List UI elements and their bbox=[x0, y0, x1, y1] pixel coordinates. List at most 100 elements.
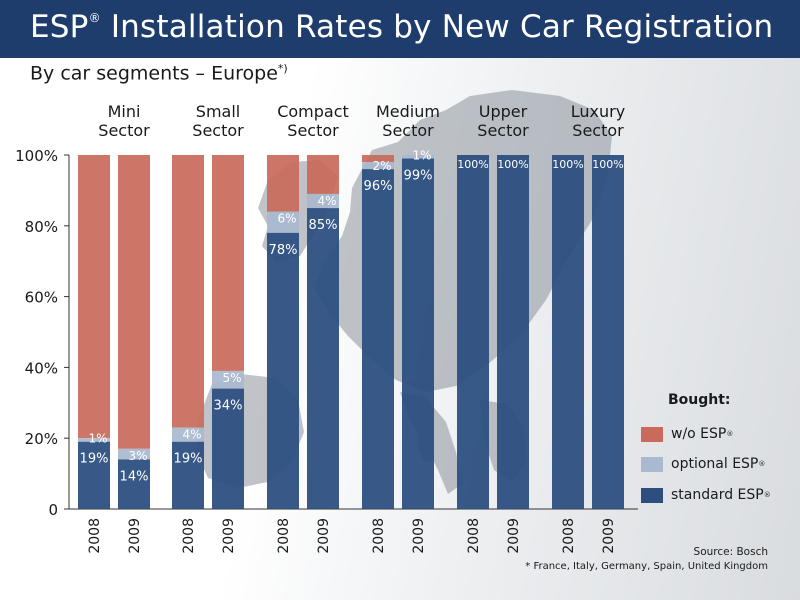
bar-value-optional: 1% bbox=[412, 149, 431, 163]
legend-mark-without: ® bbox=[726, 430, 734, 438]
bar-without-esp bbox=[307, 155, 339, 194]
legend-item-standard-esp: standard ESP ® bbox=[641, 485, 771, 505]
bar-standard-esp bbox=[402, 158, 434, 510]
y-tick-label: 60% bbox=[25, 289, 58, 307]
bar-value-standard: 100% bbox=[497, 158, 528, 171]
title-brand: ESP bbox=[30, 9, 89, 45]
x-year-label: 2009 bbox=[506, 518, 522, 554]
legend-title: Bought: bbox=[668, 392, 731, 408]
bar-without-esp bbox=[78, 155, 110, 439]
bar-standard-esp bbox=[267, 232, 299, 509]
bar-standard-esp bbox=[497, 155, 529, 509]
bar-value-standard: 96% bbox=[364, 179, 393, 194]
bar-without-esp bbox=[172, 155, 204, 428]
legend-item-without-esp: w/o ESP ® bbox=[641, 424, 733, 444]
group-label: Sector bbox=[98, 121, 150, 140]
footnote: * France, Italy, Germany, Spain, United … bbox=[525, 561, 768, 572]
bar-without-esp bbox=[212, 155, 244, 371]
bar-standard-esp bbox=[362, 169, 394, 509]
bar-value-optional: 1% bbox=[88, 432, 107, 446]
y-tick-label: 80% bbox=[25, 218, 58, 236]
title-bar: ESP® Installation Rates by New Car Regis… bbox=[0, 0, 800, 58]
legend-label-standard: standard ESP bbox=[671, 487, 764, 503]
x-year-label: 2009 bbox=[601, 518, 617, 554]
bar-value-standard: 100% bbox=[552, 158, 583, 171]
legend-mark-optional: ® bbox=[758, 460, 766, 468]
group-label: Upper bbox=[479, 102, 528, 121]
legend-mark-standard: ® bbox=[763, 491, 771, 499]
legend-swatch-without bbox=[641, 426, 663, 442]
title-mark: ® bbox=[88, 11, 101, 25]
x-year-label: 2008 bbox=[561, 518, 577, 554]
legend-item-optional-esp: optional ESP ® bbox=[641, 454, 765, 474]
bar-without-esp bbox=[362, 155, 394, 163]
chart-subtitle: By car segments – Europe*) bbox=[30, 62, 288, 84]
legend-swatch-optional bbox=[641, 456, 663, 472]
bar-value-standard: 78% bbox=[269, 243, 298, 258]
group-label: Sector bbox=[382, 121, 434, 140]
bar-optional-esp bbox=[307, 193, 339, 209]
bar-value-optional: 2% bbox=[372, 159, 391, 173]
subtitle-text: By car segments – Europe bbox=[30, 62, 278, 85]
bar-optional-esp bbox=[212, 370, 244, 389]
group-label: Sector bbox=[192, 121, 244, 140]
group-label: Sector bbox=[477, 121, 529, 140]
bar-standard-esp bbox=[457, 155, 489, 509]
bar-optional-esp bbox=[78, 438, 110, 442]
x-year-label: 2009 bbox=[127, 518, 143, 554]
legend-swatch-standard bbox=[641, 487, 663, 503]
title-text: Installation Rates by New Car Registrati… bbox=[100, 9, 774, 45]
bar-value-standard: 99% bbox=[404, 169, 433, 184]
y-axis: 0 20% 40% 60% 80% 100% bbox=[15, 147, 638, 519]
bar-value-optional: 6% bbox=[277, 212, 296, 226]
legend-label-optional: optional ESP bbox=[671, 456, 759, 472]
x-year-label: 2009 bbox=[411, 518, 427, 554]
bar-optional-esp bbox=[267, 211, 299, 233]
bar-standard-esp bbox=[172, 441, 204, 509]
y-tick-label: 0 bbox=[48, 501, 58, 519]
y-tick-label: 100% bbox=[15, 147, 58, 165]
bar-value-optional: 5% bbox=[222, 371, 241, 385]
subtitle-mark: *) bbox=[277, 62, 288, 75]
bar-standard-esp bbox=[592, 155, 624, 509]
bar-value-standard: 100% bbox=[592, 158, 623, 171]
group-label: Medium bbox=[376, 102, 440, 121]
bar-standard-esp bbox=[307, 208, 339, 509]
group-label: Sector bbox=[572, 121, 624, 140]
bar-optional-esp bbox=[402, 155, 434, 159]
group-label: Sector bbox=[287, 121, 339, 140]
group-label: Luxury bbox=[571, 102, 625, 121]
source-note: Source: Bosch bbox=[693, 546, 768, 558]
bar-value-standard: 100% bbox=[457, 158, 488, 171]
bar-standard-esp bbox=[212, 388, 244, 509]
group-label: Small bbox=[196, 102, 240, 121]
bar-standard-esp bbox=[78, 441, 110, 509]
bar-value-standard: 14% bbox=[120, 469, 149, 484]
x-year-label: 2008 bbox=[466, 518, 482, 554]
bar-standard-esp bbox=[552, 155, 584, 509]
legend-label-without: w/o ESP bbox=[671, 426, 727, 442]
bar-optional-esp bbox=[362, 162, 394, 170]
bar-value-optional: 4% bbox=[182, 428, 201, 442]
bar-optional-esp bbox=[118, 448, 150, 460]
bar-optional-esp bbox=[172, 427, 204, 442]
bars bbox=[78, 155, 624, 510]
bar-value-standard: 85% bbox=[309, 218, 338, 233]
x-year-label: 2008 bbox=[87, 518, 103, 554]
x-year-label: 2009 bbox=[316, 518, 332, 554]
bar-standard-esp bbox=[118, 459, 150, 509]
x-year-label: 2008 bbox=[181, 518, 197, 554]
bar-labels: MiniSector19%1%200814%3%2009SmallSector1… bbox=[80, 102, 626, 554]
y-tick-label: 40% bbox=[25, 359, 58, 377]
bar-without-esp bbox=[267, 155, 299, 212]
bar-without-esp bbox=[118, 155, 150, 449]
group-label: Mini bbox=[108, 102, 141, 121]
x-year-label: 2008 bbox=[276, 518, 292, 554]
bar-value-standard: 19% bbox=[174, 452, 203, 467]
chart-title: ESP® Installation Rates by New Car Regis… bbox=[30, 9, 773, 45]
group-label: Compact bbox=[277, 102, 349, 121]
bar-value-standard: 34% bbox=[214, 399, 243, 414]
y-tick-label: 20% bbox=[25, 430, 58, 448]
bar-value-optional: 4% bbox=[317, 194, 336, 208]
